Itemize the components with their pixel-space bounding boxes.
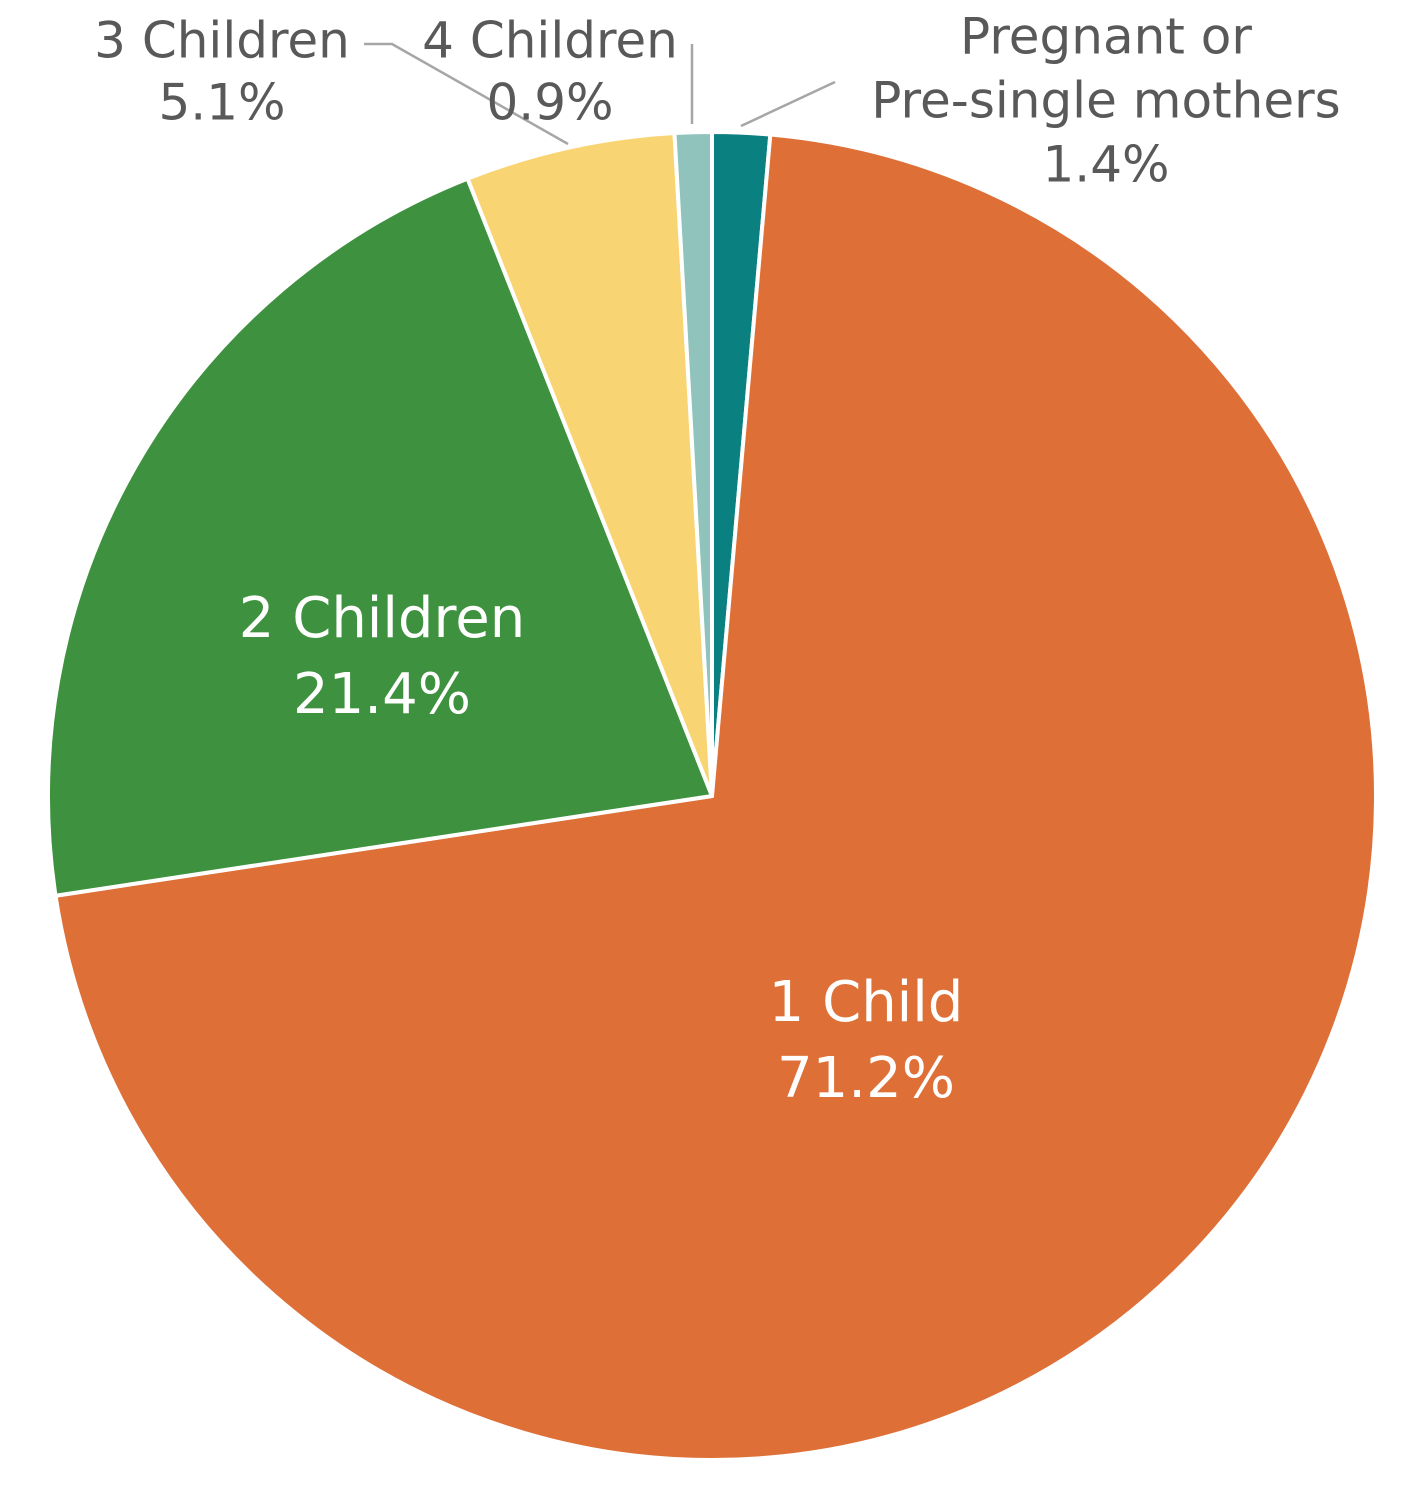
data-label-2-children: 21.4%: [293, 662, 471, 727]
pie-slice-4-children: [672, 129, 714, 798]
data-label-3-children: 5.1%: [158, 74, 285, 132]
pie-slice-2-children: [46, 176, 714, 898]
data-label-4-children: 0.9%: [486, 74, 613, 132]
category-label-pregnant-or-pre-single-mothers-line-1: Pregnant or: [960, 8, 1252, 66]
data-label-1-child: 71.2%: [777, 1046, 955, 1111]
slice-labels: Pregnant or Pre-single mothers 1.4% 1 Child…: [94, 8, 1341, 1112]
category-label-3-children-line-1: 3 Children: [94, 12, 350, 70]
category-label-2-children-line-1: 2 Children: [239, 586, 525, 651]
category-label-4-children-line-1: 4 Children: [422, 12, 678, 70]
leader-line-3-children: [364, 42, 569, 146]
pie-slice-1-child: [53, 132, 1379, 1462]
data-label-pregnant-or-pre-single-mothers: 1.4%: [1042, 136, 1169, 194]
leader-line-pregnant-or-pre-single-mothers: [740, 80, 836, 128]
category-label-1-child-line-1: 1 Child: [769, 970, 964, 1035]
leader-lines: [364, 42, 836, 146]
pie-slices: [46, 129, 1379, 1462]
pie-slice-3-children: [465, 131, 714, 798]
category-label-pregnant-or-pre-single-mothers-line-2: Pre-single mothers: [871, 72, 1340, 130]
